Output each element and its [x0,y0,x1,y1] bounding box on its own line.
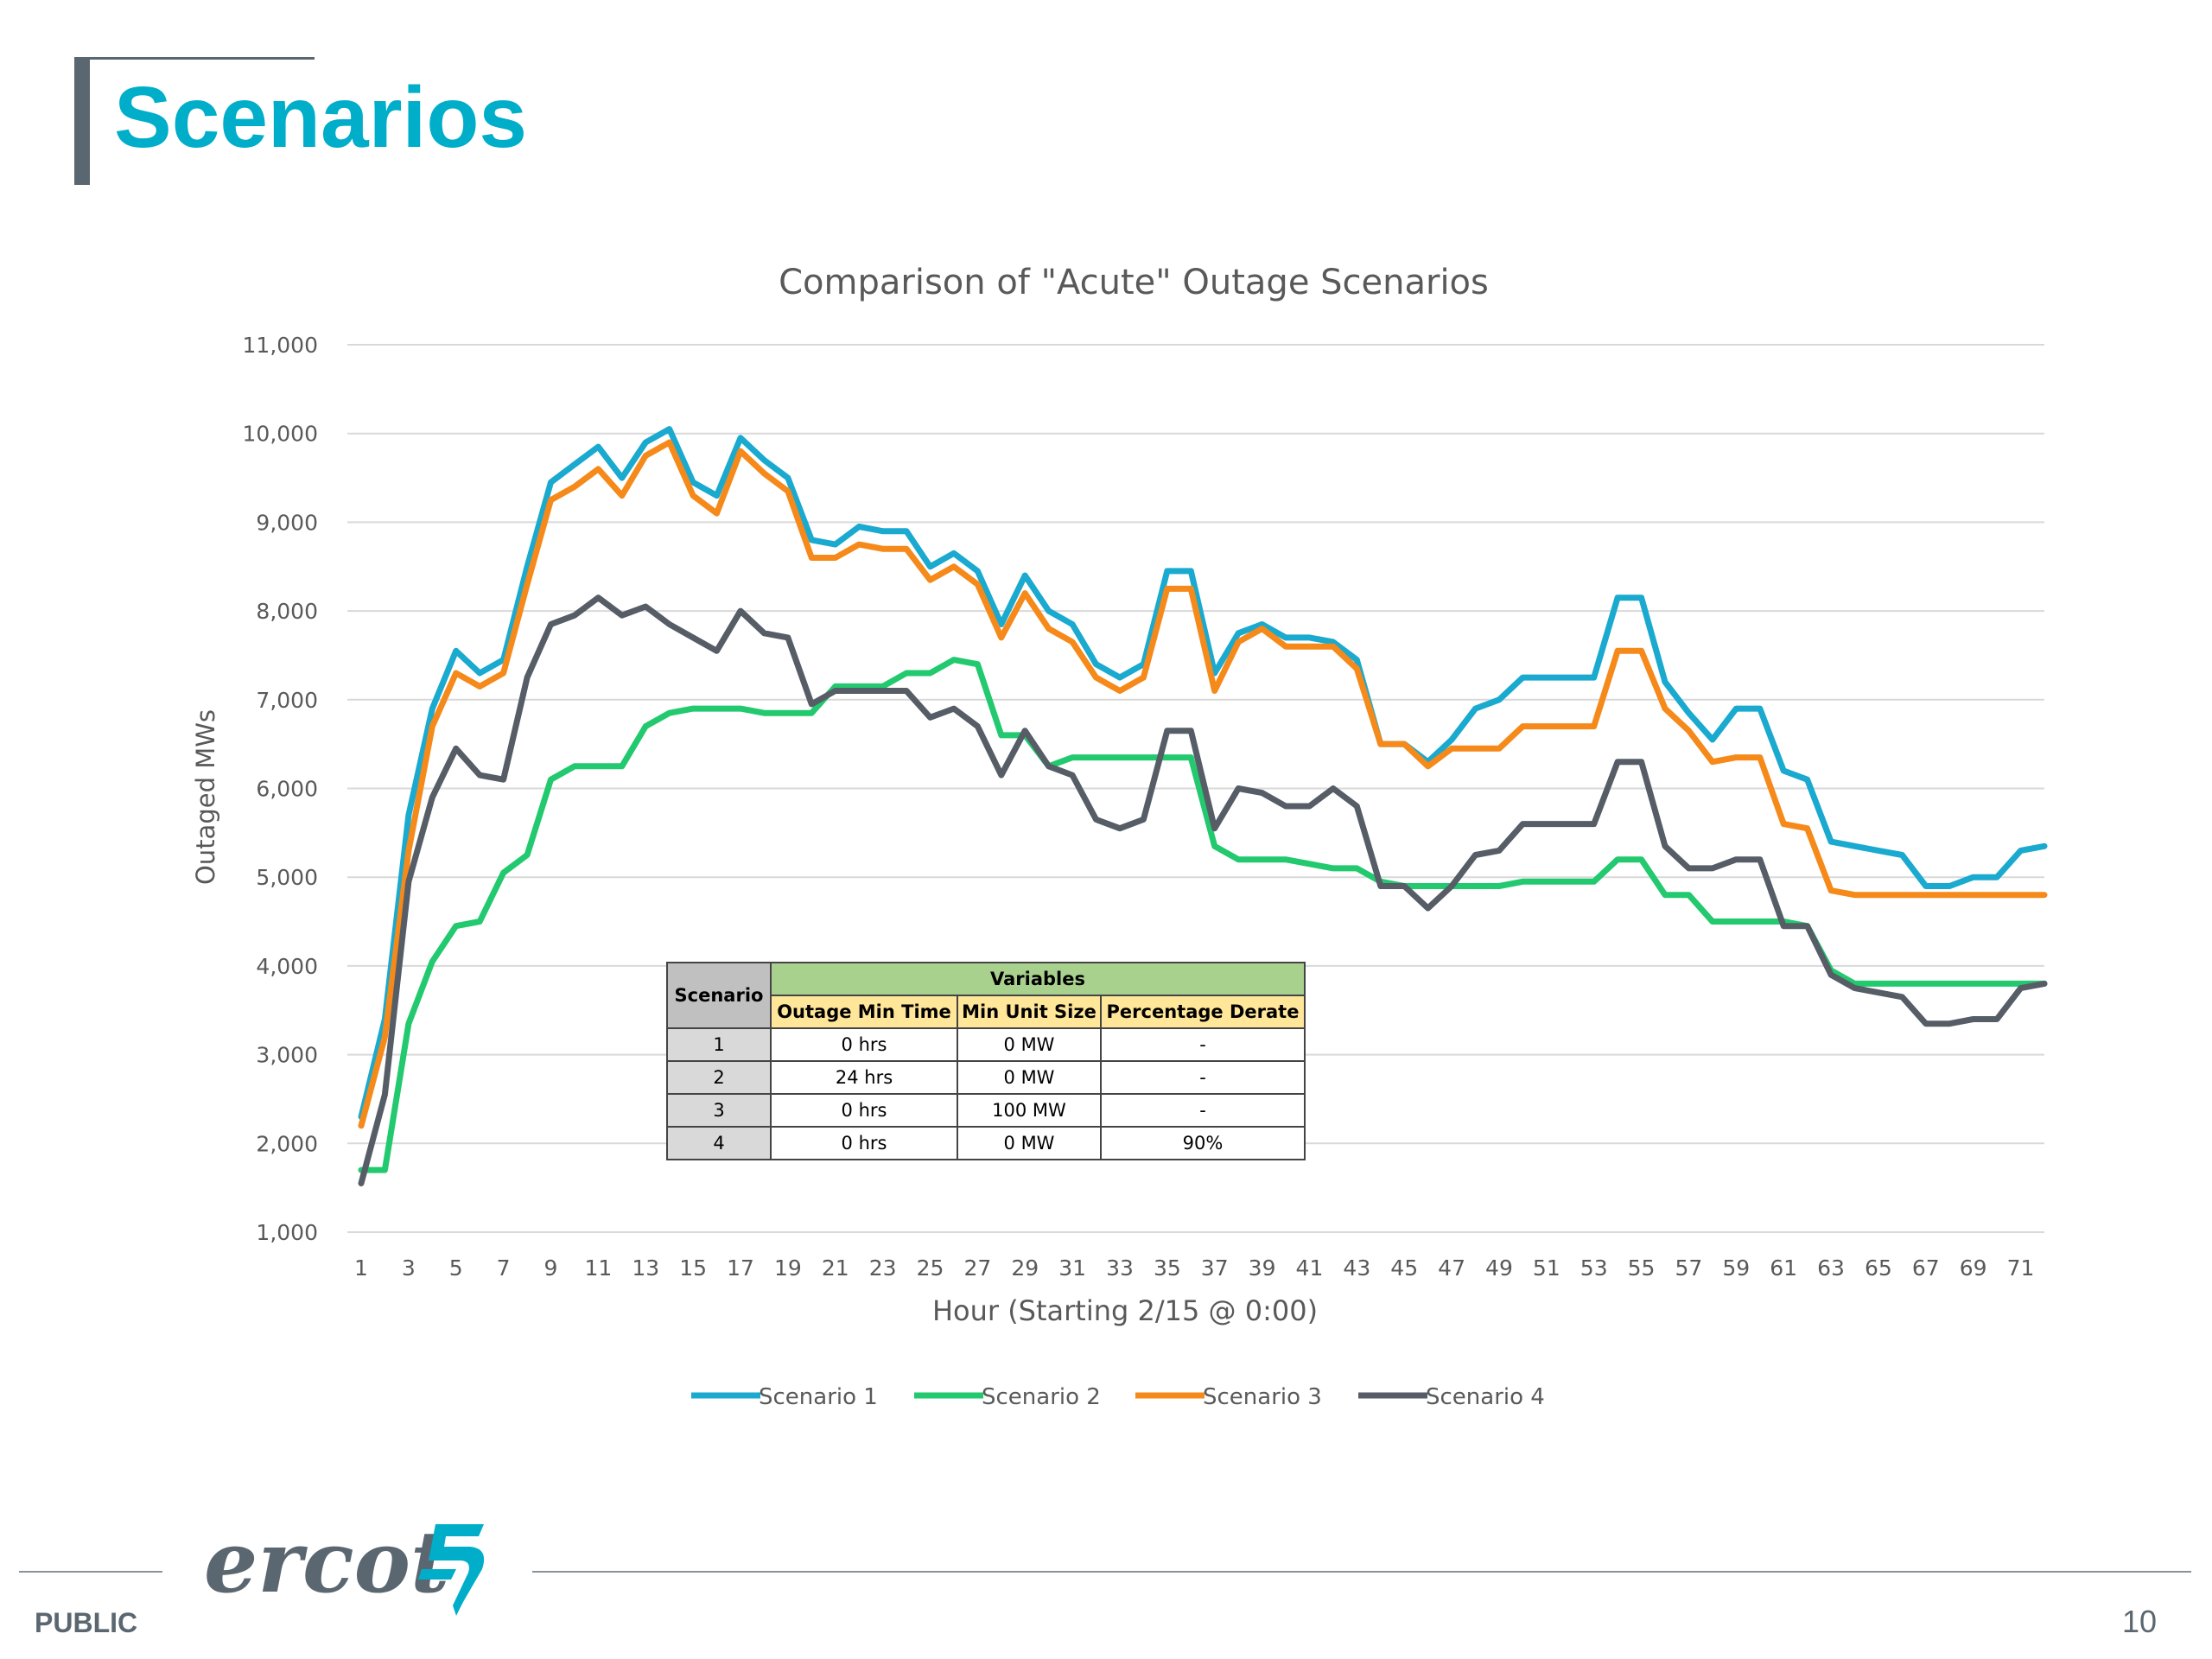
x-tick-label: 23 [869,1255,897,1281]
table-cell: 0 MW [957,1027,1102,1062]
table-cell: 0 hrs [770,1126,958,1160]
x-tick-label: 53 [1580,1255,1608,1281]
y-tick-label: 7,000 [256,688,318,713]
x-tick-label: 39 [1249,1255,1276,1281]
x-tick-label: 29 [1011,1255,1039,1281]
y-tick-label: 9,000 [256,510,318,535]
table-cell: 4 [666,1126,772,1160]
y-tick-label: 1,000 [256,1220,318,1245]
x-tick-label: 19 [774,1255,802,1281]
x-tick-label: 37 [1201,1255,1229,1281]
x-axis-label: Hour (Starting 2/15 @ 0:00) [932,1294,1318,1327]
table-cell: 3 [666,1093,772,1128]
ercot-logo: ercot [204,1513,450,1612]
table-col-outage-min-time: Outage Min Time [770,995,958,1029]
y-tick-label: 2,000 [256,1131,318,1156]
table-cell: 100 MW [957,1093,1102,1128]
x-tick-label: 61 [1770,1255,1797,1281]
table-header-scenario: Scenario [666,962,772,1029]
slide-title: Scenarios [114,69,528,166]
series-line-scenario-2 [358,657,2048,1173]
table-col-min-unit-size: Min Unit Size [957,995,1102,1029]
y-tick-label: 4,000 [256,954,318,979]
series-line-scenario-4 [358,594,2048,1186]
x-tick-label: 35 [1154,1255,1181,1281]
y-tick-label: 6,000 [256,777,318,802]
x-tick-label: 65 [1865,1255,1892,1281]
y-tick-label: 5,000 [256,865,318,890]
x-tick-label: 3 [402,1255,416,1281]
table-row: 2 24 hrs 0 MW - [666,1060,1306,1095]
footer-divider-left [19,1571,162,1573]
y-tick-label: 10,000 [243,422,318,447]
table-cell: 0 hrs [770,1027,958,1062]
legend-label-scenario-2: Scenario 2 [982,1384,1101,1410]
table-cell: 0 MW [957,1126,1102,1160]
x-tick-label: 41 [1296,1255,1324,1281]
table-row: 4 0 hrs 0 MW 90% [666,1126,1306,1160]
table-col-percentage-derate: Percentage Derate [1100,995,1306,1029]
x-tick-label: 31 [1058,1255,1086,1281]
title-accent-bar [74,57,90,185]
x-tick-label: 33 [1106,1255,1134,1281]
y-tick-label: 11,000 [243,333,318,358]
legend-label-scenario-3: Scenario 3 [1203,1384,1322,1410]
x-tick-label: 15 [679,1255,707,1281]
table-cell: - [1100,1027,1306,1062]
table-cell: - [1100,1093,1306,1128]
x-tick-label: 63 [1817,1255,1845,1281]
y-tick-label: 8,000 [256,599,318,624]
x-tick-label: 55 [1628,1255,1656,1281]
footer-divider-right [532,1571,2191,1573]
table-row: 1 0 hrs 0 MW - [666,1027,1306,1062]
x-tick-label: 5 [449,1255,463,1281]
x-tick-label: 69 [1960,1255,1987,1281]
outage-line-chart: Comparison of "Acute" Outage Scenarios 1,… [191,263,2048,1410]
table-cell: - [1100,1060,1306,1095]
y-tick-label: 3,000 [256,1043,318,1068]
y-axis-label: Outaged MWs [191,709,220,885]
legend-label-scenario-4: Scenario 4 [1426,1384,1545,1410]
x-tick-label: 45 [1390,1255,1418,1281]
table-header-variables: Variables [770,962,1306,996]
x-tick-label: 27 [963,1255,991,1281]
title-rule [74,57,315,60]
x-tick-label: 17 [727,1255,754,1281]
ercot-logo-mark-icon [418,1524,485,1616]
x-tick-label: 11 [584,1255,612,1281]
x-tick-label: 71 [2007,1255,2035,1281]
table-row: 3 0 hrs 100 MW - [666,1093,1306,1128]
x-tick-label: 67 [1912,1255,1940,1281]
variables-table: Scenario Variables Outage Min Time Min U… [666,962,1306,1160]
x-tick-label: 49 [1485,1255,1513,1281]
legend-label-scenario-1: Scenario 1 [759,1384,878,1410]
series-line-scenario-3 [358,439,2048,1129]
table-cell: 2 [666,1060,772,1095]
page-number: 10 [2121,1604,2157,1639]
table-cell: 24 hrs [770,1060,958,1095]
x-tick-label: 59 [1722,1255,1750,1281]
x-tick-label: 25 [917,1255,944,1281]
table-cell: 0 MW [957,1060,1102,1095]
x-tick-label: 21 [822,1255,849,1281]
public-label: PUBLIC [35,1607,138,1638]
table-cell: 90% [1100,1126,1306,1160]
series-line-scenario-1 [358,426,2048,1120]
x-tick-label: 43 [1343,1255,1370,1281]
chart-title: Comparison of "Acute" Outage Scenarios [779,263,1489,302]
table-cell: 1 [666,1027,772,1062]
table-cell: 0 hrs [770,1093,958,1128]
x-tick-label: 51 [1533,1255,1560,1281]
x-tick-label: 7 [497,1255,511,1281]
x-tick-label: 13 [632,1255,659,1281]
x-tick-label: 1 [354,1255,368,1281]
x-tick-label: 47 [1438,1255,1465,1281]
x-tick-label: 57 [1675,1255,1703,1281]
x-tick-label: 9 [544,1255,558,1281]
